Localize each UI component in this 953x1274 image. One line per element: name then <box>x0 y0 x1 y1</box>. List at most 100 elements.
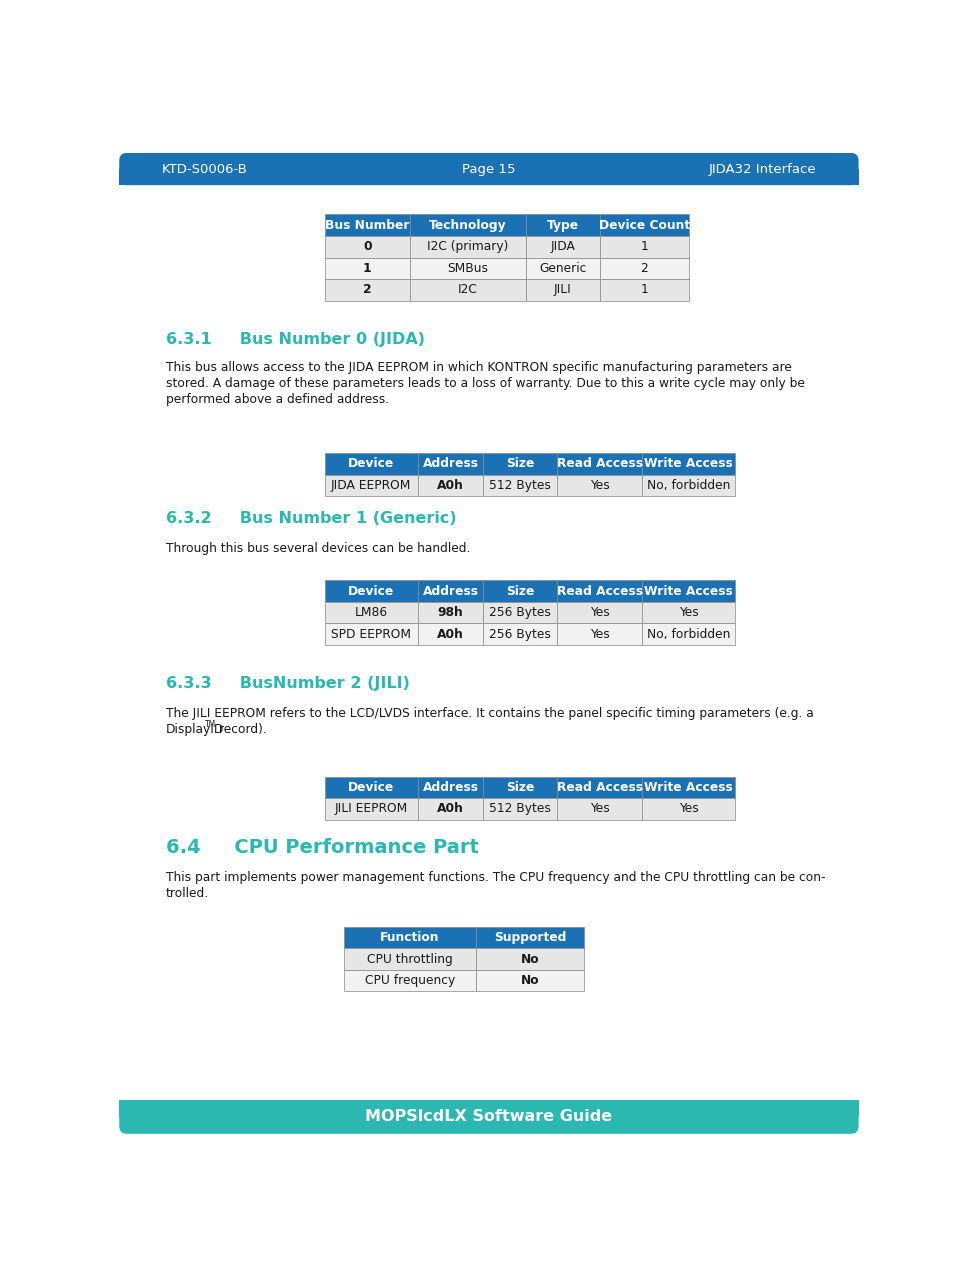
Text: A0h: A0h <box>436 803 463 815</box>
Bar <box>557 580 641 601</box>
Text: No, forbidden: No, forbidden <box>646 628 730 641</box>
Bar <box>417 601 483 623</box>
Text: JIDA EEPROM: JIDA EEPROM <box>331 479 411 492</box>
Text: JILI: JILI <box>554 283 571 297</box>
Bar <box>557 454 641 475</box>
Bar <box>525 214 599 236</box>
Bar <box>344 926 476 948</box>
Bar <box>324 236 410 257</box>
Bar <box>599 236 688 257</box>
Bar <box>324 454 417 475</box>
Text: 0: 0 <box>362 241 371 254</box>
Text: Device: Device <box>348 781 394 794</box>
Text: 512 Bytes: 512 Bytes <box>489 479 551 492</box>
Text: 6.3.3     BusNumber 2 (JILI): 6.3.3 BusNumber 2 (JILI) <box>166 676 409 692</box>
Bar <box>483 475 557 497</box>
Text: Read Access: Read Access <box>557 457 642 470</box>
Text: Bus Number: Bus Number <box>325 219 409 232</box>
Bar <box>410 236 525 257</box>
Bar <box>324 279 410 301</box>
Bar <box>324 214 410 236</box>
Bar <box>324 580 417 601</box>
Text: Address: Address <box>422 781 478 794</box>
Bar <box>476 926 583 948</box>
Bar <box>119 169 858 185</box>
Text: Supported: Supported <box>494 931 565 944</box>
Text: 98h: 98h <box>437 606 463 619</box>
Bar <box>557 623 641 645</box>
Bar <box>599 257 688 279</box>
Text: Write Access: Write Access <box>644 457 733 470</box>
Bar <box>599 279 688 301</box>
Text: Device Count: Device Count <box>598 219 689 232</box>
Bar <box>483 623 557 645</box>
Text: Size: Size <box>506 781 534 794</box>
Bar <box>557 475 641 497</box>
Text: Write Access: Write Access <box>644 781 733 794</box>
Text: Read Access: Read Access <box>557 781 642 794</box>
Text: Yes: Yes <box>679 803 698 815</box>
Bar <box>641 580 735 601</box>
Text: Yes: Yes <box>589 479 609 492</box>
Text: 256 Bytes: 256 Bytes <box>489 606 551 619</box>
Bar <box>483 601 557 623</box>
Text: Through this bus several devices can be handled.: Through this bus several devices can be … <box>166 541 470 554</box>
Text: I2C: I2C <box>457 283 477 297</box>
Bar <box>119 1099 858 1117</box>
Text: Yes: Yes <box>589 628 609 641</box>
Text: trolled.: trolled. <box>166 887 209 899</box>
Bar <box>641 601 735 623</box>
Bar <box>324 601 417 623</box>
Text: 6.3.1     Bus Number 0 (JIDA): 6.3.1 Bus Number 0 (JIDA) <box>166 331 424 347</box>
Text: 1: 1 <box>639 241 647 254</box>
Text: This bus allows access to the JIDA EEPROM in which KONTRON specific manufacturin: This bus allows access to the JIDA EEPRO… <box>166 361 791 373</box>
Bar <box>324 257 410 279</box>
Text: This part implements power management functions. The CPU frequency and the CPU t: This part implements power management fu… <box>166 870 824 884</box>
Text: DisplayID: DisplayID <box>166 724 224 736</box>
Bar <box>483 798 557 819</box>
Bar <box>641 454 735 475</box>
Bar <box>417 798 483 819</box>
Text: 512 Bytes: 512 Bytes <box>489 803 551 815</box>
Bar <box>483 777 557 798</box>
Text: Yes: Yes <box>679 606 698 619</box>
Text: No: No <box>520 975 538 987</box>
Text: Size: Size <box>506 457 534 470</box>
Bar <box>476 970 583 991</box>
Bar <box>410 279 525 301</box>
Text: Generic: Generic <box>538 262 586 275</box>
Bar <box>417 475 483 497</box>
Bar <box>410 257 525 279</box>
Text: record).: record). <box>214 724 266 736</box>
Bar <box>476 948 583 970</box>
Bar <box>324 777 417 798</box>
Text: Yes: Yes <box>589 803 609 815</box>
Bar <box>324 475 417 497</box>
Text: CPU frequency: CPU frequency <box>364 975 455 987</box>
Bar <box>641 475 735 497</box>
Bar <box>344 948 476 970</box>
Text: Function: Function <box>379 931 439 944</box>
Text: Device: Device <box>348 585 394 598</box>
Text: 2: 2 <box>362 283 371 297</box>
Text: Device: Device <box>348 457 394 470</box>
Text: 6.4     CPU Performance Part: 6.4 CPU Performance Part <box>166 838 478 857</box>
Text: Address: Address <box>422 585 478 598</box>
Text: Size: Size <box>506 585 534 598</box>
Text: SPD EEPROM: SPD EEPROM <box>331 628 411 641</box>
FancyBboxPatch shape <box>119 1099 858 1134</box>
Bar <box>483 454 557 475</box>
Bar <box>344 970 476 991</box>
Bar <box>324 623 417 645</box>
Text: performed above a defined address.: performed above a defined address. <box>166 394 389 406</box>
Text: LM86: LM86 <box>355 606 387 619</box>
Bar <box>641 777 735 798</box>
Bar <box>525 236 599 257</box>
Text: CPU throttling: CPU throttling <box>367 953 453 966</box>
Text: TM: TM <box>205 720 216 729</box>
Text: JIDA32 Interface: JIDA32 Interface <box>708 163 816 176</box>
Text: No: No <box>520 953 538 966</box>
Bar <box>417 777 483 798</box>
Text: The JILI EEPROM refers to the LCD/LVDS interface. It contains the panel specific: The JILI EEPROM refers to the LCD/LVDS i… <box>166 707 813 720</box>
Text: 1: 1 <box>639 283 647 297</box>
